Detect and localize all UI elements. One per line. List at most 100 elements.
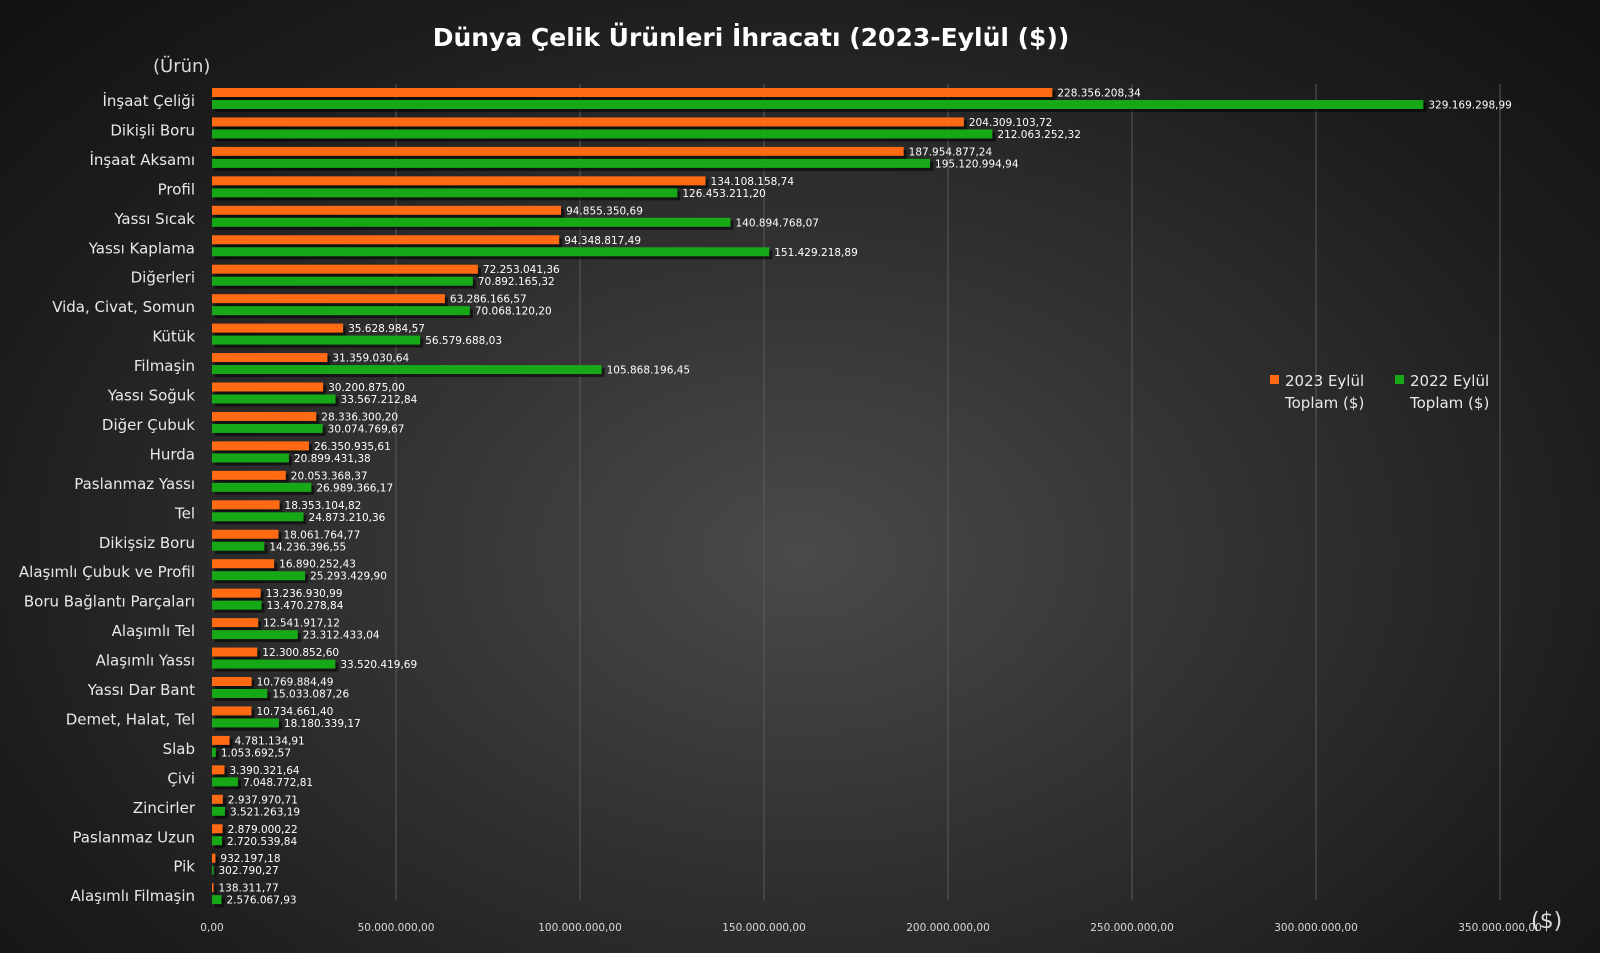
category-label: Alaşımlı Filmaşin [71,887,195,905]
bar-2022 [212,129,993,139]
value-label-2022: 151.429.218,89 [774,247,858,259]
bar-2022 [212,276,473,286]
x-tick-label: 0,00 [200,922,223,934]
bar-2022 [212,895,222,905]
value-label-2023: 228.356.208,34 [1057,88,1141,100]
bar-2023 [212,146,904,156]
x-tick-label: 250.000.000,00 [1090,922,1174,934]
bar-2023 [212,323,344,333]
value-label-2022: 3.521.263,19 [230,806,300,818]
bar-2023 [212,529,279,539]
value-label-2023: 31.359.030,64 [332,353,409,365]
bar-2022 [212,100,1424,109]
value-label-2023: 138.311,77 [219,883,279,895]
bar-2023 [212,735,230,745]
category-label: Alaşımlı Yassı [96,652,195,670]
category-label: Yassı Soğuk [107,387,196,405]
legend-label-2023-line1: 2023 Eylül [1285,372,1364,390]
value-label-2022: 70.892.165,32 [478,276,555,288]
bar-2023 [212,264,478,274]
category-label: Paslanmaz Uzun [72,828,195,846]
value-label-2023: 30.200.875,00 [328,382,405,394]
value-label-2023: 2.879.000,22 [228,824,298,836]
value-label-2022: 140.894.768,07 [735,217,819,229]
bar-2023 [212,559,275,569]
bar-2023 [212,853,216,863]
y-axis-title: (Ürün) [153,55,210,77]
x-tick-label: 300.000.000,00 [1274,922,1358,934]
value-label-2023: 63.286.166,57 [450,294,527,306]
value-label-2022: 23.312.433,04 [303,630,380,642]
bar-2022 [212,247,770,257]
bar-2022 [212,600,262,610]
value-label-2022: 13.470.278,84 [267,600,344,612]
bar-2022 [212,571,306,581]
value-label-2022: 7.048.772,81 [243,777,313,789]
bar-2023 [212,441,309,451]
value-label-2022: 26.989.366,17 [316,482,393,494]
bar-2022 [212,453,289,463]
bar-2022 [212,777,238,787]
value-label-2022: 30.074.769,67 [328,423,405,435]
value-label-2022: 126.453.211,20 [682,188,766,200]
grid-lines [395,84,1501,900]
category-label: İnşaat Aksamı [89,150,195,169]
bar-2023 [212,235,560,245]
x-tick-label: 150.000.000,00 [722,922,806,934]
value-label-2023: 134.108.158,74 [711,176,795,188]
value-label-2022: 15.033.087,26 [272,689,349,701]
bar-2023 [212,500,280,510]
value-label-2022: 302.790,27 [219,865,279,877]
value-label-2023: 94.855.350,69 [566,205,643,217]
bar-2023 [212,765,225,775]
bar-2022 [212,335,421,345]
bar-2022 [212,747,216,757]
value-label-2022: 56.579.688,03 [425,335,502,347]
value-label-2023: 12.300.852,60 [262,647,339,659]
bar-2023 [212,706,252,716]
x-tick-label: 200.000.000,00 [906,922,990,934]
value-label-2022: 33.567.212,84 [341,394,418,406]
value-label-2022: 20.899.431,38 [294,453,371,465]
bar-2022 [212,718,279,728]
legend-item-2022: 2022 Eylül Toplam ($) [1395,372,1489,412]
category-label: Zincirler [133,799,196,817]
category-label: Diğerleri [131,269,195,287]
bar-2023 [212,117,964,127]
value-label-2022: 2.576.067,93 [226,895,296,907]
category-label: Alaşımlı Çubuk ve Profil [19,563,195,581]
x-tick-label: 100.000.000,00 [538,922,622,934]
bars [212,88,1427,908]
legend-item-2023: 2023 Eylül Toplam ($) [1270,372,1364,412]
bar-2023 [212,588,261,598]
bar-2023 [212,176,706,186]
value-label-2023: 35.628.984,57 [348,323,425,335]
value-label-2022: 2.720.539,84 [227,836,297,848]
bar-shadow [215,868,217,878]
category-label: Diğer Çubuk [102,416,195,434]
category-label: Yassı Sıcak [113,210,195,228]
value-label-2023: 26.350.935,61 [314,441,391,453]
category-label: Yassı Dar Bant [87,681,196,699]
value-label-2023: 2.937.970,71 [228,794,298,806]
value-label-2022: 70.068.120,20 [475,306,552,318]
value-label-2023: 12.541.917,12 [263,618,340,630]
value-label-2023: 10.769.884,49 [257,677,334,689]
chart-title: Dünya Çelik Ürünleri İhracatı (2023-Eylü… [433,22,1070,52]
value-label-2023: 932.197,18 [220,853,280,865]
bar-2023 [212,353,328,363]
value-label-2023: 10.734.661,40 [257,706,334,718]
bar-2022 [212,482,312,492]
bar-2022 [212,188,678,198]
value-label-2022: 212.063.252,32 [997,129,1081,141]
bar-2022 [212,158,931,168]
bar-2022 [212,512,304,522]
bar-2022 [212,806,225,816]
bar-2023 [212,883,214,893]
value-label-2023: 204.309.103,72 [969,117,1052,129]
value-label-2023: 18.353.104,82 [285,500,362,512]
value-label-2022: 195.120.994,94 [935,158,1019,170]
legend-label-2022-line1: 2022 Eylül [1410,372,1489,390]
value-labels: 228.356.208,34 329.169.298,99 204.309.103,… [219,88,1512,907]
value-label-2023: 16.890.252,43 [279,559,356,571]
